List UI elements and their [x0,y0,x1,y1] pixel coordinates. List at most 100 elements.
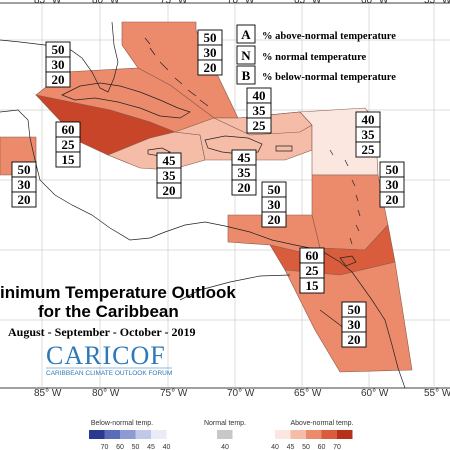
probability-key: A % above-normal temperature N % normal … [236,24,396,85]
lon-label: 70° W [227,388,255,399]
colorbar-below-swatch [89,430,105,439]
colorbar-above-tick: 60 [318,444,326,450]
probability-cell [341,331,367,348]
probability-cell [261,211,287,228]
lon-label: 65° W [294,0,322,6]
probability-above: 50 [18,162,31,177]
lon-label: 65° W [294,388,322,399]
longitude-labels: 85° W 80° W 75° W 70° W 65° W 60° W 55° … [34,0,450,399]
probability-below: 20 [18,192,31,207]
key-text-above: % above-normal temperature [262,31,396,42]
colorbar-below-title: Below-normal temp. [91,420,153,427]
lon-label: 75° W [160,388,188,399]
probability-below: 20 [348,332,361,347]
lon-label: 55° W [424,388,450,399]
map-period: August - September - October - 2019 [8,325,196,339]
probability-normal: 35 [362,127,376,142]
key-letter-a: A [241,27,251,42]
colorbar-below-swatch [135,430,151,439]
map-title: inimum Temperature Outlook [0,283,236,302]
probability-cell [156,182,182,199]
probability-above: 50 [204,30,217,45]
probability-above: 50 [268,182,281,197]
probability-cell [299,277,325,294]
caricof-logo: CARICOF CARIBBEAN CLIMATE OUTLOOK FORUM [46,341,172,377]
probability-normal: 30 [268,197,281,212]
colorbar-above-swatch [337,430,353,439]
lon-label: 60° W [361,388,389,399]
probability-below: 20 [163,183,176,198]
colorbar-above-swatch [321,430,337,439]
outlook-zones [0,21,413,373]
lon-label: 55° W [424,0,450,6]
probability-cell [379,191,405,208]
probability-above: 60 [62,122,75,137]
probability-normal: 35 [253,103,267,118]
probability-normal: 35 [163,168,177,183]
lon-label: 85° W [34,388,62,399]
coast-central-america [0,109,406,389]
probability-normal: 30 [52,57,65,72]
colorbar-normal-title: Normal temp. [204,420,246,427]
probability-boxes: 5030205030206025155030204535204535204035… [11,29,405,348]
colorbar-below-tick: 40 [163,444,171,450]
probability-normal: 30 [386,177,399,192]
probability-below: 20 [386,192,399,207]
lon-label: 80° W [92,388,120,399]
colorbar-above-swatch [275,430,291,439]
probability-above: 50 [348,302,361,317]
probability-normal: 30 [204,45,217,60]
probability-above: 45 [238,150,252,165]
colorbar-below-swatch [120,430,136,439]
probability-above: 50 [52,42,65,57]
coast-puerto-rico [275,145,293,152]
coast-lesser-antilles [329,149,361,245]
probability-cell [55,151,81,168]
coast-bahamas [144,37,209,107]
probability-below: 20 [52,72,65,87]
probability-cell [197,59,223,76]
probability-cell [355,141,381,158]
probability-above: 40 [253,88,266,103]
key-text-below: % below-normal temperature [262,72,396,83]
colorbar-above-title: Above-normal temp. [290,420,353,427]
probability-normal: 25 [62,137,76,152]
colorbar-normal-swatch [217,430,233,439]
probability-above: 60 [306,248,319,263]
colorbar-below-tick: 45 [147,444,155,450]
probability-normal: 30 [348,317,361,332]
key-text-normal: % normal temperature [262,52,367,63]
probability-below: 15 [62,152,76,167]
lon-label: 70° W [227,0,255,6]
probability-cell [231,179,257,196]
colorbar-below-tick: 60 [116,444,124,450]
coast-florida [0,21,119,93]
colorbar-above-tick: 70 [333,444,341,450]
colorbar-above-tick: 50 [302,444,310,450]
colorbar-below-tick: 70 [101,444,109,450]
key-letter-b: B [242,68,251,83]
probability-normal: 30 [18,177,31,192]
coast-trinidad [339,255,357,267]
probability-below: 15 [306,278,320,293]
logo-name: CARICOF [46,341,166,370]
lon-label: 75° W [160,0,188,6]
probability-above: 40 [362,112,375,127]
probability-below: 25 [253,118,267,133]
probability-above: 50 [386,162,399,177]
colorbar-below-swatch [104,430,120,439]
colorbar-normal-tick: 40 [221,444,229,450]
colorbar-above-swatch [306,430,322,439]
